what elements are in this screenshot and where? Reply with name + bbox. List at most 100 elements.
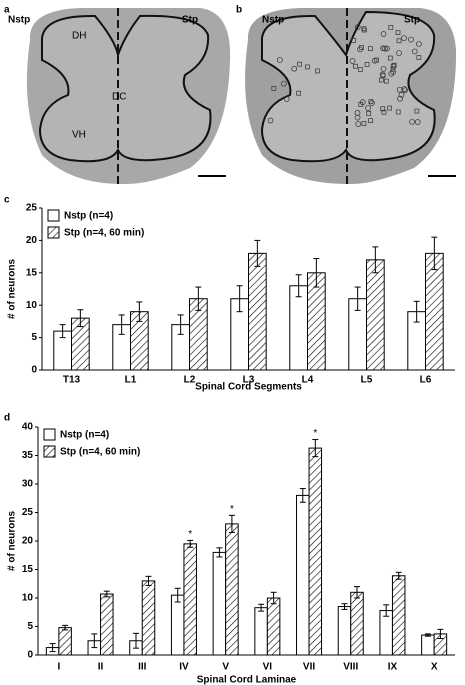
cell-marker — [414, 108, 420, 114]
annotation: * — [313, 428, 317, 439]
error-bar — [216, 547, 223, 558]
cell-marker — [291, 65, 298, 72]
error-bar — [437, 628, 444, 639]
cell-marker — [361, 26, 367, 32]
cell-marker — [382, 45, 388, 52]
cell-marker — [396, 38, 402, 44]
bar — [248, 252, 267, 371]
y-tick-label: 25 — [22, 507, 34, 518]
cell-marker — [380, 31, 387, 37]
error-bar — [424, 633, 431, 637]
x-tick-label: L2 — [184, 375, 196, 386]
y-tick-label: 15 — [26, 267, 38, 278]
cell-marker — [364, 62, 370, 67]
cell-marker — [398, 91, 405, 98]
cell-marker — [354, 114, 361, 121]
bar — [141, 580, 156, 656]
bar — [212, 551, 227, 656]
cell-marker — [380, 66, 387, 72]
bar — [308, 447, 323, 656]
cell-marker — [359, 45, 364, 50]
cell-marker — [283, 96, 290, 102]
cell-marker — [305, 64, 310, 70]
error-bar — [295, 274, 302, 298]
x-tick-label: VII — [303, 662, 315, 673]
cell-marker — [396, 50, 402, 56]
cell-marker — [371, 57, 378, 64]
error-bar — [395, 571, 402, 580]
error-bar — [77, 309, 84, 328]
error-bar — [174, 587, 181, 603]
cell-marker — [381, 109, 387, 115]
cell-marker — [384, 45, 390, 52]
bar — [170, 594, 185, 656]
error-bar — [145, 575, 152, 586]
legend-swatch — [43, 445, 56, 458]
cell-marker — [358, 101, 364, 107]
error-bar — [354, 286, 361, 311]
bar — [379, 610, 393, 656]
error-bar — [195, 286, 202, 311]
x-tick-label: VIII — [343, 662, 358, 673]
bar — [350, 591, 364, 656]
cell-marker — [388, 25, 394, 30]
cell-marker — [416, 55, 422, 60]
cell-marker — [411, 48, 418, 55]
cell-marker — [365, 105, 371, 111]
error-bar — [228, 514, 235, 533]
y-tick-label: 40 — [22, 422, 34, 433]
cell-marker — [416, 41, 422, 47]
cell-marker — [277, 57, 283, 63]
cell-marker — [414, 119, 421, 125]
cell-marker — [395, 30, 401, 36]
x-tick-label: III — [138, 662, 147, 673]
error-bar — [62, 624, 69, 631]
legend-swatch — [43, 428, 56, 441]
legend-label: Stp (n=4, 60 min) — [60, 447, 140, 458]
error-bar — [372, 246, 379, 274]
cell-marker — [395, 109, 401, 115]
error-bar — [254, 239, 261, 267]
y-tick-label: 5 — [27, 621, 33, 632]
y-tick-label: 0 — [27, 650, 33, 661]
cell-marker — [280, 80, 287, 87]
x-tick-label: L5 — [361, 375, 373, 386]
y-tick-label: 10 — [26, 300, 38, 311]
cell-marker — [315, 68, 320, 74]
cell-marker — [401, 86, 408, 92]
x-tick-label: L1 — [125, 375, 137, 386]
y-axis-label: # of neurons — [7, 259, 18, 319]
bar — [225, 523, 239, 656]
y-tick-label: 15 — [22, 564, 34, 575]
image-label: Stp — [182, 15, 198, 26]
panel-b-image — [245, 8, 457, 185]
bar — [254, 607, 268, 656]
bar — [183, 543, 197, 656]
y-tick-label: 10 — [22, 593, 34, 604]
cell-marker — [358, 67, 363, 72]
cell-marker — [387, 55, 393, 61]
cell-marker — [380, 106, 386, 112]
error-bar — [59, 324, 66, 339]
x-tick-label: L3 — [243, 375, 255, 386]
error-bar — [103, 590, 110, 598]
bar — [58, 627, 72, 656]
error-bar — [413, 300, 420, 323]
error-bar — [187, 539, 194, 548]
error-bar — [312, 439, 319, 458]
error-bar — [136, 301, 143, 322]
cell-marker — [355, 121, 362, 127]
error-bar — [132, 632, 139, 649]
error-bar — [383, 604, 390, 617]
panel-letter: d — [4, 413, 10, 424]
image-label: DC — [112, 92, 126, 103]
image-label: Nstp — [262, 15, 284, 26]
bar — [100, 593, 114, 656]
bar — [296, 494, 310, 656]
cell-marker — [296, 90, 302, 96]
x-tick-label: I — [57, 662, 60, 673]
cell-marker — [387, 105, 392, 111]
cell-marker — [409, 118, 415, 125]
cell-marker — [297, 61, 302, 67]
error-bar — [354, 586, 361, 599]
